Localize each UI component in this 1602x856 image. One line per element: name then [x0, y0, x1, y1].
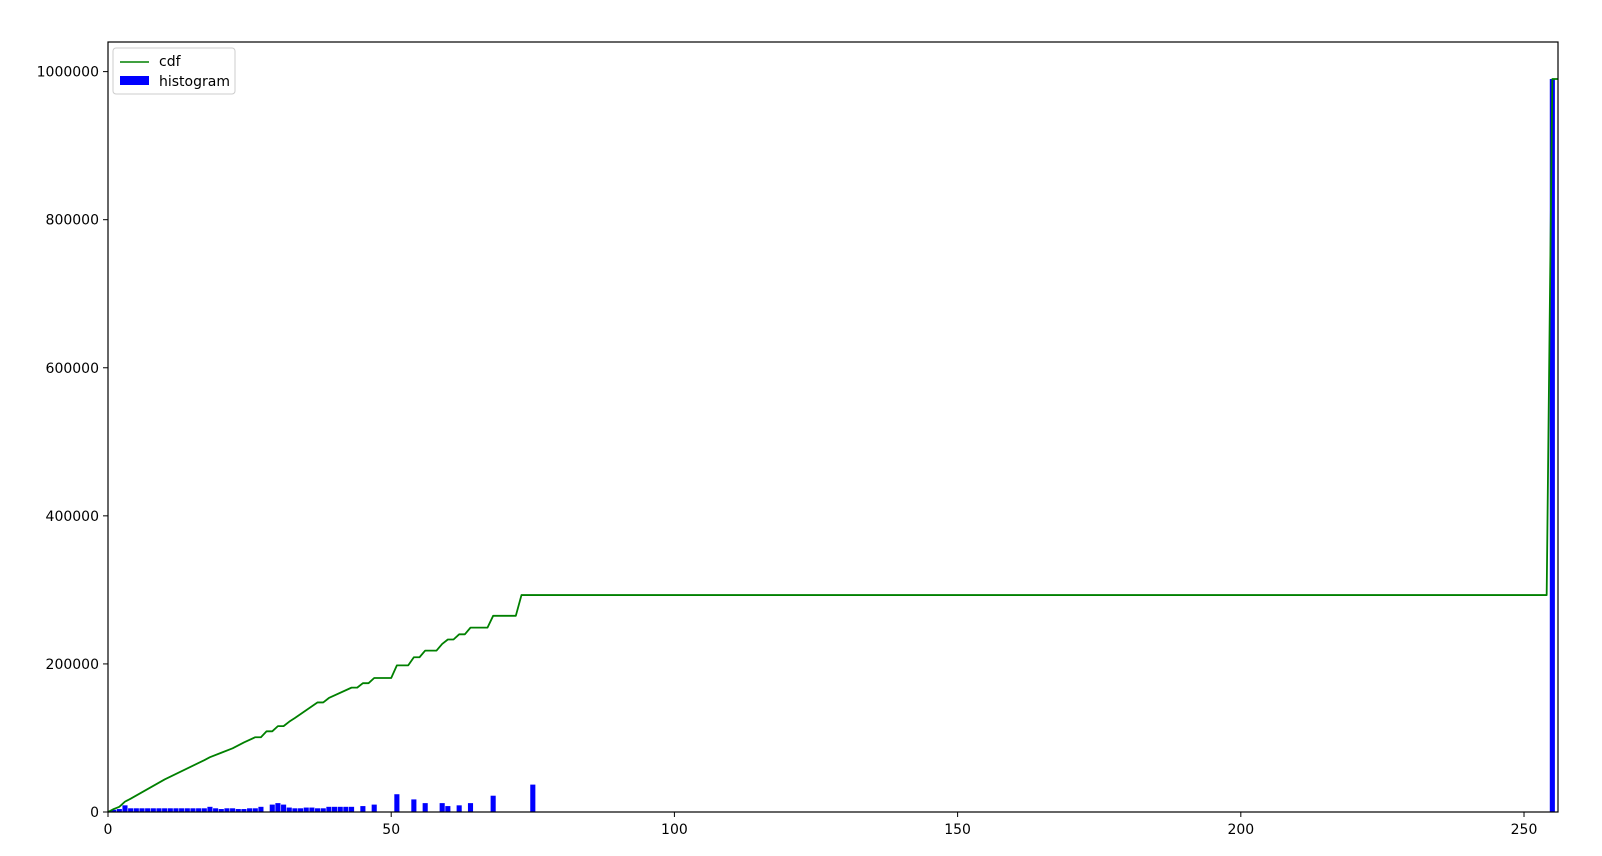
x-tick-label: 100: [661, 822, 688, 838]
legend-histogram-swatch: [120, 76, 149, 85]
histogram-bar: [241, 809, 247, 812]
histogram-bar: [128, 808, 134, 812]
histogram-bar: [230, 808, 236, 812]
histogram-bar: [411, 799, 417, 812]
histogram-bars: [111, 79, 1555, 812]
cdf-line-group: [107, 78, 1558, 813]
x-tick-label: 0: [104, 822, 113, 838]
histogram-bar: [343, 806, 349, 812]
histogram-bar: [530, 784, 536, 812]
histogram-bar: [286, 807, 292, 812]
histogram-bar: [320, 808, 326, 812]
histogram-bar: [116, 809, 122, 812]
histogram-bar: [133, 808, 139, 812]
histogram-bar: [467, 803, 474, 812]
histogram-bar: [371, 804, 377, 812]
legend-cdf-label: cdf: [159, 54, 182, 70]
histogram-bar: [167, 808, 173, 812]
histogram-bar: [207, 806, 213, 812]
histogram-bar: [303, 807, 309, 812]
histogram-bar: [445, 806, 451, 812]
y-axis: 0 200000 400000 600000 800000 1000000: [37, 65, 108, 821]
x-tick-label: 250: [1511, 822, 1538, 838]
histogram-bar: [247, 808, 253, 812]
histogram-bar: [150, 808, 156, 812]
legend: cdf histogram: [112, 47, 236, 95]
histogram-bar: [490, 795, 496, 812]
cdf-line: [107, 78, 1558, 813]
histogram-bar: [360, 806, 366, 812]
histogram-bar: [224, 808, 230, 812]
histogram-bar: [439, 803, 445, 812]
histogram-bar: [156, 808, 162, 812]
y-tick-label: 0: [90, 805, 99, 821]
axes-frame: [107, 41, 1559, 813]
histogram-bar: [235, 809, 241, 812]
histogram-bar: [315, 808, 321, 812]
histogram-bar: [179, 808, 185, 812]
histogram-bar: [281, 804, 287, 812]
histogram-bar: [349, 806, 355, 812]
x-axis: 0 50 100 150 200 250: [104, 812, 1538, 838]
histogram-bar: [292, 808, 298, 812]
histogram-bar: [111, 809, 117, 812]
histogram-bar: [298, 808, 304, 812]
x-tick-label: 150: [944, 822, 971, 838]
histogram-bar: [122, 805, 128, 812]
y-tick-label: 600000: [46, 361, 99, 377]
histogram-bar: [269, 804, 275, 812]
histogram-bar: [275, 803, 281, 812]
histogram-bar: [252, 808, 258, 812]
histogram-bar: [184, 808, 190, 812]
histogram-bar: [218, 809, 224, 812]
x-tick-label: 200: [1227, 822, 1254, 838]
histogram-bar: [394, 794, 400, 812]
histogram-bar: [190, 808, 196, 812]
histogram-bar: [201, 808, 207, 812]
y-tick-label: 200000: [46, 657, 99, 673]
histogram-bar: [213, 808, 219, 812]
histogram-bar: [1549, 79, 1555, 812]
histogram-bar: [326, 806, 332, 812]
histogram-bar: [309, 807, 315, 812]
x-tick-label: 50: [382, 822, 400, 838]
histogram-bar: [173, 808, 179, 812]
histogram-bar: [162, 808, 168, 812]
histogram-bar: [337, 806, 343, 812]
histogram-bar: [258, 806, 264, 812]
histogram-bar: [422, 803, 428, 812]
legend-histogram-label: histogram: [159, 74, 230, 90]
histogram-bar: [332, 806, 338, 812]
y-tick-label: 800000: [46, 213, 99, 229]
histogram-bar: [456, 805, 462, 812]
histogram-bar: [139, 808, 145, 812]
y-tick-label: 400000: [46, 509, 99, 525]
histogram-bar: [145, 808, 151, 812]
y-tick-label: 1000000: [37, 65, 99, 81]
histogram-bar: [196, 808, 202, 812]
